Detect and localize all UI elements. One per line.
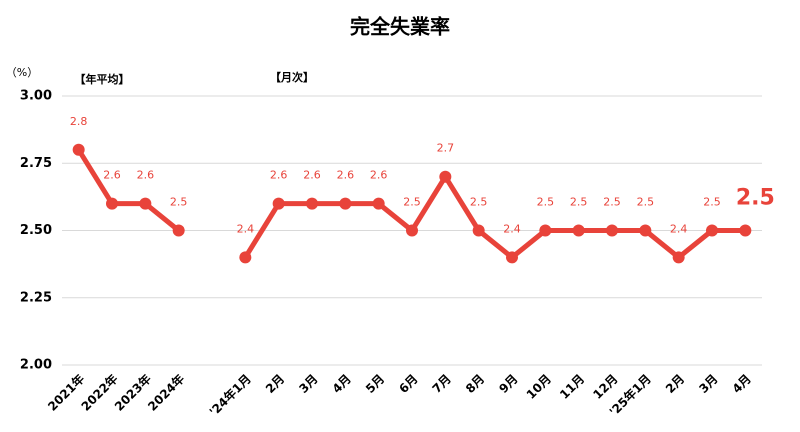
data-point [639,224,652,237]
data-point [606,224,618,237]
data-label: 2.5 [736,186,775,211]
data-point [439,170,452,183]
x-tick-label: 2024年 [145,371,188,414]
data-point [506,251,518,264]
data-point [672,251,685,264]
y-unit: （%） [6,66,38,79]
data-label: 2.5 [403,196,421,209]
data-label: 2.5 [603,196,621,209]
data-label: 2.8 [70,115,88,128]
x-tick-label: 12月 [590,372,620,402]
data-label: 2.5 [703,196,721,209]
x-tick-label: 5月 [363,372,387,396]
y-tick-label: 2.50 [20,223,52,238]
data-point [572,224,585,237]
y-tick-label: 2.75 [20,156,52,171]
x-tick-label: 3月 [696,372,720,396]
data-point [72,143,85,156]
data-label: 2.7 [437,142,455,155]
data-label: 2.4 [237,222,255,235]
data-point [172,224,185,237]
x-tick-label: 6月 [396,372,420,396]
data-label: 2.6 [137,169,155,182]
data-point [139,197,152,210]
x-tick-label: 8月 [463,372,487,396]
data-label: 2.5 [570,196,588,209]
x-tick-label: '24年1月 [206,371,254,419]
x-tick-label: 9月 [496,372,520,396]
annotation: 【年平均】 [75,72,130,86]
data-label: 2.6 [270,169,288,182]
data-label: 2.6 [103,169,121,182]
data-point [539,224,552,237]
data-label: 2.4 [670,222,688,235]
data-point [272,197,285,210]
data-label: 2.6 [337,169,355,182]
data-label: 2.5 [470,196,488,209]
data-label: 2.6 [303,169,321,182]
chart-title: 完全失業率 [350,15,450,39]
data-point [306,197,318,210]
y-tick-label: 3.00 [20,89,52,104]
data-label: 2.5 [170,196,188,209]
y-tick-label: 2.00 [20,358,52,373]
data-point [406,224,418,237]
x-tick-label: 2月 [663,372,687,396]
data-point [372,197,385,210]
x-tick-label: 2月 [263,372,287,396]
data-point [706,224,718,237]
x-tick-label: 3月 [296,372,320,396]
y-tick-label: 2.25 [20,290,52,305]
data-point [106,197,118,210]
data-label: 2.6 [370,169,388,182]
x-tick-label: 10月 [524,372,554,402]
x-tick-label: 4月 [730,372,754,396]
data-point [472,224,485,237]
data-label: 2.4 [503,222,521,235]
data-point [739,224,752,237]
data-point [239,251,252,264]
series-line [76,148,746,260]
x-tick-label: 7月 [430,372,454,396]
x-tick-label: 4月 [330,372,354,396]
data-label: 2.5 [637,196,655,209]
data-point [339,197,352,210]
annotation: 【月次】 [270,70,314,84]
data-label: 2.5 [537,196,555,209]
x-tick-label: 11月 [557,372,587,402]
